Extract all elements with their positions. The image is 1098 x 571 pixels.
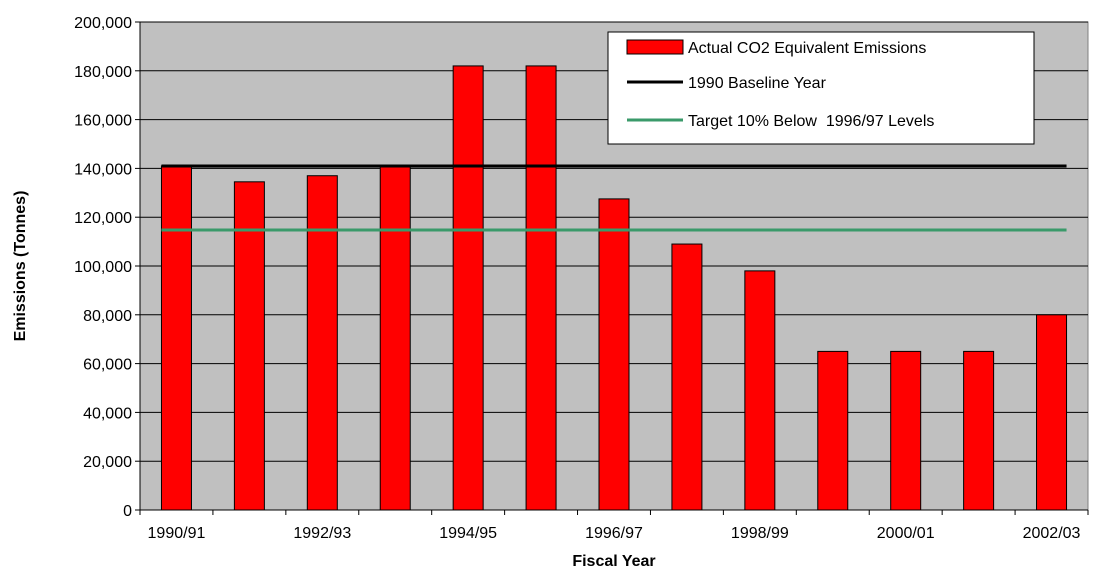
y-axis-title: Emissions (Tonnes) [12, 191, 29, 342]
legend-swatch-actual [626, 39, 684, 55]
bar [452, 65, 484, 511]
legend-label-baseline: 1990 Baseline Year [688, 75, 827, 92]
x-tick-label: 1996/97 [585, 525, 643, 542]
y-tick-labels: 0 20,000 40,000 60,000 80,000 100,000 120,000 1… [74, 15, 132, 520]
bar [817, 350, 849, 511]
x-tick-label: 1998/99 [731, 525, 789, 542]
x-tick-label: 1992/93 [293, 525, 351, 542]
x-axis-title: Fiscal Year [572, 553, 655, 570]
bar [379, 165, 411, 511]
bar [671, 243, 703, 511]
legend: Actual CO2 Equivalent Emissions 1990 Bas… [607, 31, 1035, 145]
y-tick-label: 20,000 [83, 454, 132, 471]
x-tick-label: 1990/91 [148, 525, 206, 542]
bar [525, 65, 557, 511]
x-tick-label: 2002/03 [1023, 525, 1081, 542]
y-tick-label: 200,000 [74, 15, 132, 32]
y-tick-label: 120,000 [74, 210, 132, 227]
legend-label-actual: Actual CO2 Equivalent Emissions [688, 40, 926, 57]
y-tick-label: 100,000 [74, 259, 132, 276]
y-tick-label: 60,000 [83, 357, 132, 374]
y-tick-label: 180,000 [74, 64, 132, 81]
y-tick-label: 160,000 [74, 113, 132, 130]
bar [890, 350, 922, 511]
legend-label-target: Target 10% Below 1996/97 Levels [688, 113, 934, 130]
bar [598, 198, 630, 511]
x-tick-label: 2000/01 [877, 525, 935, 542]
bar [1036, 314, 1068, 511]
x-tick-label: 1994/95 [439, 525, 497, 542]
bar [160, 165, 192, 511]
axes [135, 21, 1089, 515]
y-tick-label: 40,000 [83, 405, 132, 422]
legend-box [607, 31, 1035, 145]
bar [963, 350, 995, 511]
x-tick-labels: 1990/91 1992/93 1994/95 1996/97 1998/99 2000/… [148, 525, 1081, 542]
bar [744, 270, 776, 511]
y-tick-label: 140,000 [74, 161, 132, 178]
y-tick-label: 0 [123, 503, 132, 520]
bar [306, 175, 338, 511]
reference-lines [161, 164, 1067, 232]
y-tick-label: 80,000 [83, 308, 132, 325]
